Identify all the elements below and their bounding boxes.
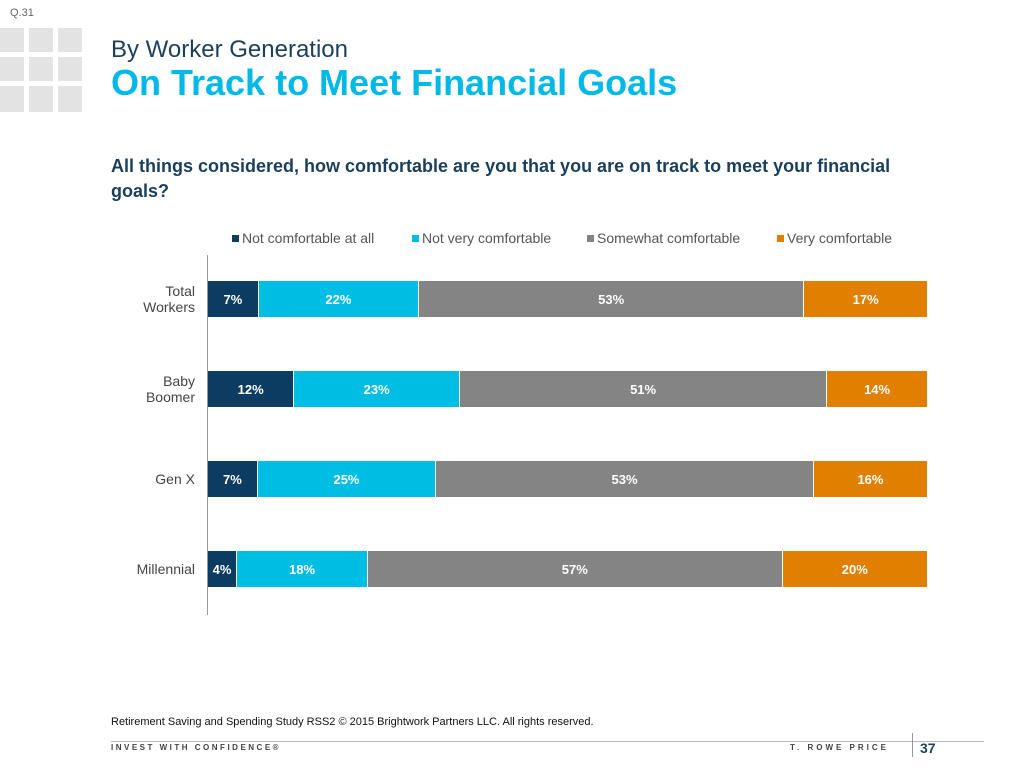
bar-segment: 53% [436, 461, 814, 497]
category-label: Gen X [155, 471, 195, 487]
bar-segment: 4% [208, 551, 238, 587]
legend-label: Not very comfortable [422, 230, 552, 246]
bar-segment: 7% [208, 281, 259, 317]
footer-brand: T. ROWE PRICE [790, 743, 890, 752]
legend-label: Very comfortable [787, 230, 893, 246]
bar-segment: 14% [827, 371, 928, 407]
footer-separator [912, 733, 913, 757]
slide-subtitle: By Worker Generation [111, 36, 348, 63]
source-note: Retirement Saving and Spending Study RSS… [111, 716, 594, 728]
bar-segment: 53% [418, 281, 805, 317]
legend-label: Not comfortable at all [242, 230, 375, 246]
legend-swatch [777, 235, 784, 242]
legend-item: Somewhat comfortable [587, 230, 740, 246]
bar-segment: 7% [208, 461, 258, 497]
bar-segment: 25% [257, 461, 437, 497]
bar-segment: 57% [368, 551, 783, 587]
category-label: Total Workers [143, 283, 195, 315]
bar-segment: 23% [294, 371, 460, 407]
page-number: 37 [920, 740, 936, 756]
survey-question: All things considered, how comfortable a… [111, 156, 891, 201]
slide-title: On Track to Meet Financial Goals [111, 62, 678, 103]
legend-label: Somewhat comfortable [597, 230, 741, 246]
y-axis-line [207, 255, 208, 615]
legend-swatch [587, 235, 594, 242]
legend-item: Not very comfortable [412, 230, 551, 246]
bar-segment: 51% [460, 371, 828, 407]
bar-segment: 20% [782, 551, 928, 587]
category-label: Millennial [136, 561, 195, 577]
bar-segment: 22% [258, 281, 419, 317]
question-number: Q.31 [10, 7, 34, 19]
grid-decoration [0, 28, 82, 112]
legend-swatch [412, 235, 419, 242]
bar-segment: 18% [237, 551, 368, 587]
bar-segment: 16% [813, 461, 928, 497]
legend-item: Very comfortable [777, 230, 892, 246]
bar-segment: 17% [804, 281, 928, 317]
footer-divider [111, 741, 984, 742]
bar-segment: 12% [208, 371, 295, 407]
legend-item: Not comfortable at all [232, 230, 374, 246]
footer-tagline: INVEST WITH CONFIDENCE® [111, 743, 282, 752]
category-label: Baby Boomer [145, 373, 195, 405]
legend-swatch [232, 235, 239, 242]
